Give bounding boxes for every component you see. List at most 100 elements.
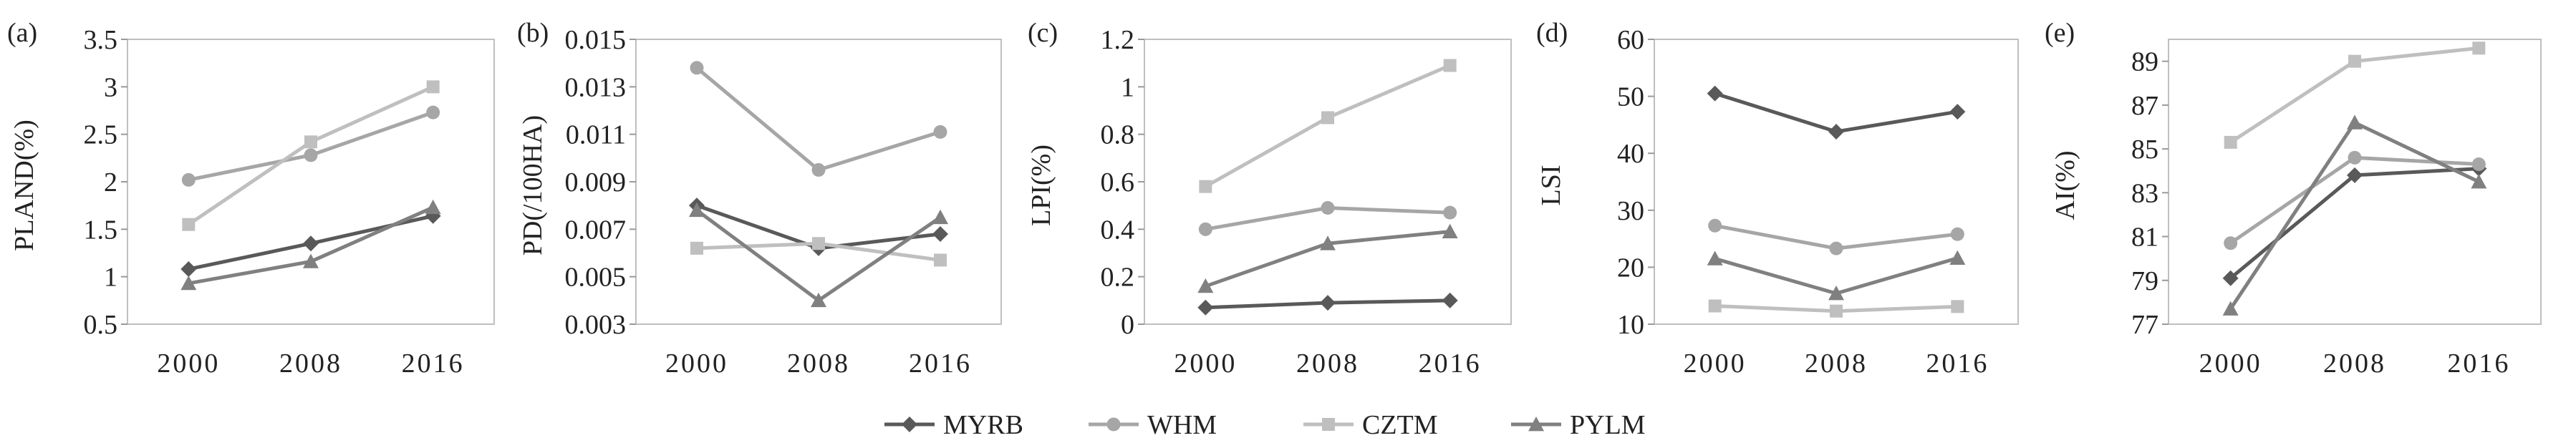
y-tick-label: 0.2 xyxy=(1101,263,1135,293)
y-tick-label: 1.5 xyxy=(84,215,118,245)
data-point xyxy=(426,80,440,94)
chart-panel-2: (b) 0.003 0.005 0.007 0.009 0.011 0.013 0.015 PD… xyxy=(517,18,1002,379)
y-tick-label: 2.5 xyxy=(84,120,118,150)
y-tick-label: 77 xyxy=(2131,310,2158,340)
y-tick-label: 0.013 xyxy=(565,72,627,102)
data-point xyxy=(180,275,197,291)
y-tick-label: 0 xyxy=(1121,310,1134,340)
data-point xyxy=(2222,270,2239,286)
data-point xyxy=(1707,250,1723,266)
data-point xyxy=(1197,278,1214,293)
legend-label: MYRB xyxy=(943,410,1023,440)
x-tick-label: 2008 xyxy=(2323,349,2386,379)
data-point xyxy=(812,237,825,250)
series-cztm xyxy=(690,237,947,267)
data-point xyxy=(1442,223,1458,238)
data-point xyxy=(303,235,319,252)
x-tick-label: 2008 xyxy=(279,349,342,379)
data-point xyxy=(2471,157,2486,172)
chart-panel-3: (c) 0 0.2 0.4 0.6 0.8 1 1.2 LPI(%) 2000 2008 2016 xyxy=(1026,18,1512,379)
y-tick-label: 0.005 xyxy=(565,263,627,293)
data-point xyxy=(1442,292,1458,308)
legend-marker xyxy=(1322,418,1335,431)
y-tick-label: 81 xyxy=(2131,223,2158,253)
legend: MYRB WHM CZTM PYLM xyxy=(884,410,1646,440)
legend-label: PYLM xyxy=(1570,410,1646,440)
chart-panel-4: (d) 10 20 30 40 50 60 LSI 2000 2008 2016 xyxy=(1536,18,2019,379)
data-point xyxy=(2347,167,2363,183)
y-tick-label: 79 xyxy=(2131,266,2158,296)
legend-label: WHM xyxy=(1147,410,1217,440)
data-point xyxy=(1198,222,1212,236)
y-tick-label: 87 xyxy=(2131,91,2158,121)
data-point xyxy=(1830,304,1843,318)
y-tick-label: 0.015 xyxy=(565,25,627,55)
data-point xyxy=(689,202,705,218)
x-tick-label: 2016 xyxy=(1926,349,1989,379)
series-pylm xyxy=(689,202,948,308)
panel-label: (a) xyxy=(7,18,37,48)
y-tick-label: 1 xyxy=(104,263,117,293)
chart-panel-5: (e) 77 79 81 83 85 87 89 AI(%) 2000 2008 2016 xyxy=(2045,18,2542,379)
data-point xyxy=(2222,301,2239,316)
y-axis-title: AI(%) xyxy=(2050,150,2080,220)
series-cztm xyxy=(2224,42,2486,149)
x-tick-label: 2000 xyxy=(1174,349,1237,379)
data-point xyxy=(1443,59,1457,72)
y-axis-title: PD(/100HA) xyxy=(518,115,548,255)
panel-label: (c) xyxy=(1028,18,1058,48)
data-point xyxy=(1949,250,1966,266)
series-pylm xyxy=(180,199,441,291)
y-tick-label: 0.5 xyxy=(84,310,118,340)
y-tick-label: 0.8 xyxy=(1101,120,1135,150)
series-whm xyxy=(690,61,947,177)
y-tick-label: 89 xyxy=(2131,47,2158,77)
data-point xyxy=(690,61,704,75)
data-point xyxy=(1707,85,1723,102)
data-point xyxy=(1320,295,1336,311)
y-tick-label: 1 xyxy=(1121,72,1134,102)
y-tick-label: 83 xyxy=(2131,178,2158,208)
data-point xyxy=(2472,42,2486,55)
y-tick-label: 0.011 xyxy=(566,120,626,150)
data-point xyxy=(1443,205,1457,220)
series-myrb xyxy=(1197,292,1458,316)
y-tick-label: 0.6 xyxy=(1101,167,1135,198)
data-point xyxy=(1828,286,1844,301)
data-point xyxy=(2224,236,2238,250)
data-point xyxy=(2224,135,2237,149)
series-cztm xyxy=(182,80,440,231)
x-tick-label: 2016 xyxy=(1419,349,1482,379)
data-point xyxy=(425,199,441,215)
x-tick-label: 2000 xyxy=(2199,349,2262,379)
legend-marker xyxy=(1528,417,1544,432)
panel-label: (b) xyxy=(517,18,549,48)
y-tick-label: 10 xyxy=(1617,310,1644,340)
data-point xyxy=(181,172,196,187)
data-point xyxy=(1320,235,1336,250)
x-tick-label: 2016 xyxy=(402,349,465,379)
data-point xyxy=(811,162,826,177)
panel-label: (e) xyxy=(2045,18,2075,48)
data-point xyxy=(2348,150,2362,165)
x-tick-label: 2008 xyxy=(787,349,850,379)
y-tick-label: 50 xyxy=(1617,82,1644,112)
series-line xyxy=(2229,167,2479,280)
y-tick-label: 60 xyxy=(1617,25,1644,55)
data-point xyxy=(811,292,826,308)
data-point xyxy=(934,253,947,267)
data-point xyxy=(1949,104,1966,120)
series-myrb xyxy=(1707,85,1966,140)
y-axis-title: LPI(%) xyxy=(1026,145,1056,226)
x-tick-label: 2008 xyxy=(1296,349,1359,379)
legend-marker xyxy=(902,417,917,432)
data-point xyxy=(2348,54,2361,68)
panel-label: (d) xyxy=(1536,18,1568,48)
legend-label: CZTM xyxy=(1362,410,1438,440)
x-tick-label: 2000 xyxy=(1684,349,1747,379)
y-tick-label: 3.5 xyxy=(84,25,118,55)
series-pylm xyxy=(1707,250,1966,301)
x-tick-label: 2000 xyxy=(665,349,728,379)
plot-frame xyxy=(1654,39,2019,325)
